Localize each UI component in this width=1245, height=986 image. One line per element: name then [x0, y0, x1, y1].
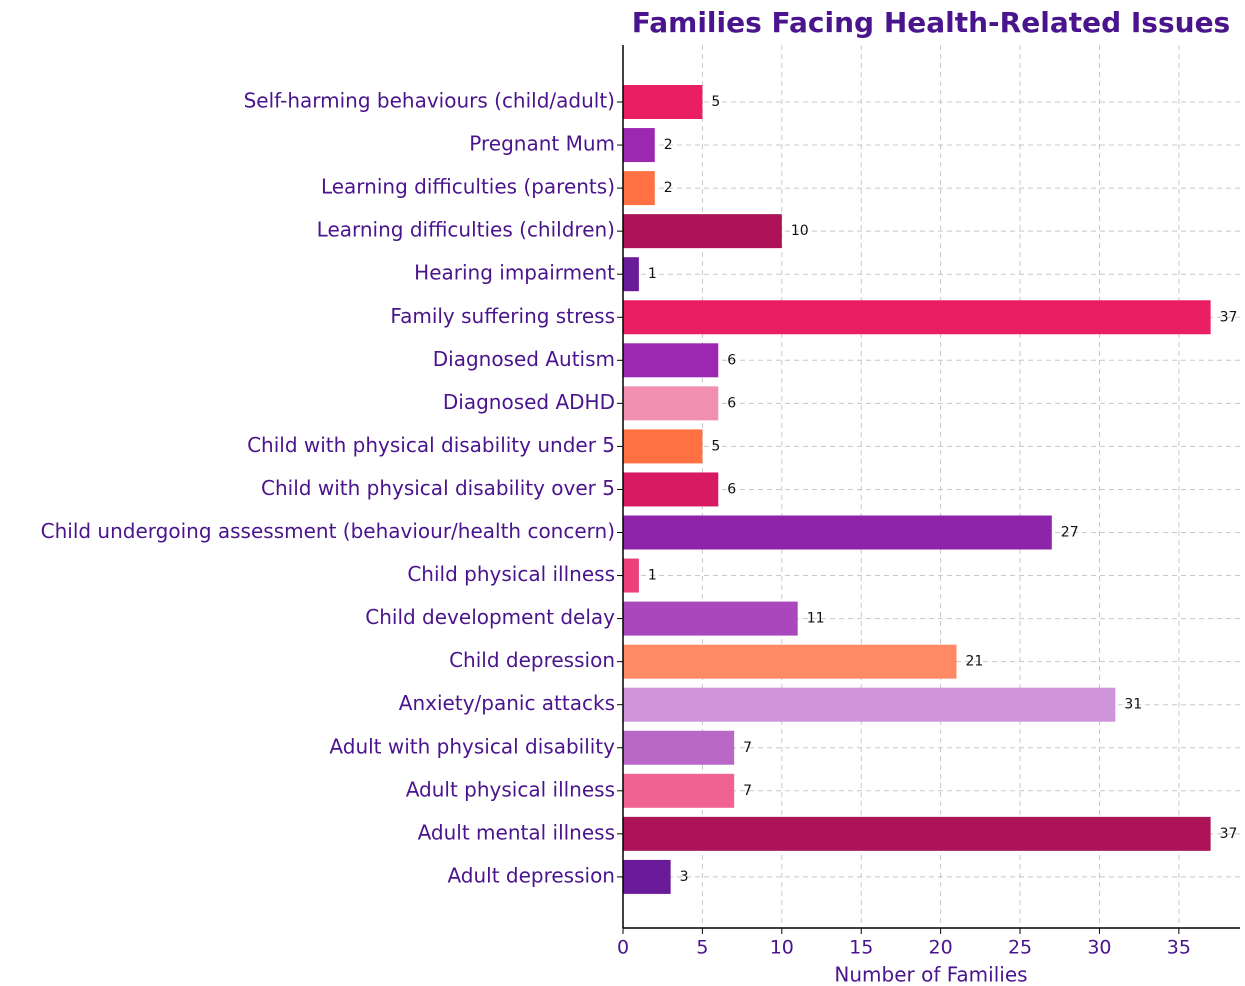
- value-label: 5: [711, 94, 720, 110]
- bar: [623, 601, 798, 636]
- bar: [623, 644, 957, 679]
- y-tick-label: Hearing impairment: [414, 261, 615, 285]
- x-tick-label: 5: [696, 937, 708, 959]
- y-tick-label: Self-harming behaviours (child/adult): [244, 89, 615, 113]
- x-tick-label: 15: [849, 937, 873, 959]
- value-label: 2: [664, 137, 673, 153]
- bar: [623, 472, 719, 507]
- bar: [623, 343, 719, 378]
- bar: [623, 214, 782, 249]
- y-tick-label: Pregnant Mum: [469, 132, 615, 156]
- x-tick-label: 0: [617, 937, 629, 959]
- x-tick-label: 25: [1008, 937, 1032, 959]
- y-tick-label: Adult depression: [447, 863, 615, 887]
- value-label: 1: [648, 266, 657, 282]
- y-tick-label: Family suffering stress: [390, 304, 615, 328]
- bar: [623, 386, 719, 421]
- y-tick-label: Child development delay: [365, 605, 615, 629]
- y-tick-label: Adult with physical disability: [329, 734, 615, 758]
- x-tick-label: 30: [1087, 937, 1111, 959]
- value-label: 10: [791, 223, 809, 239]
- y-tick-label: Child physical illness: [407, 562, 615, 586]
- y-tick-label: Adult mental illness: [418, 820, 615, 844]
- bar: [623, 558, 639, 593]
- value-label: 3: [680, 869, 689, 885]
- y-tick-label: Child with physical disability under 5: [247, 433, 615, 457]
- bar: [623, 515, 1052, 550]
- bar: [623, 300, 1211, 335]
- bar: [623, 816, 1211, 851]
- value-label: 2: [664, 180, 673, 196]
- bar: [623, 171, 655, 206]
- y-tick-label: Learning difficulties (parents): [321, 175, 615, 199]
- value-label: 5: [711, 438, 720, 454]
- value-label: 6: [727, 481, 736, 497]
- value-label: 37: [1220, 826, 1238, 842]
- value-label: 27: [1061, 525, 1079, 541]
- bar: [623, 859, 671, 894]
- y-tick-label: Child with physical disability over 5: [261, 476, 615, 500]
- x-axis-label: Number of Families: [834, 963, 1027, 986]
- x-tick-label: 10: [770, 937, 794, 959]
- bar: [623, 730, 735, 765]
- chart-title: Families Facing Health-Related Issues: [632, 6, 1230, 39]
- bar: [623, 429, 703, 464]
- bar: [623, 773, 735, 808]
- value-label: 6: [727, 352, 736, 368]
- y-tick-label: Anxiety/panic attacks: [399, 691, 615, 715]
- bar: [623, 85, 703, 119]
- value-label: 7: [743, 740, 752, 756]
- value-label: 21: [966, 654, 984, 670]
- value-label: 6: [727, 395, 736, 411]
- y-tick-label: Child undergoing assessment (behaviour/h…: [41, 519, 615, 543]
- y-tick-label: Diagnosed ADHD: [443, 390, 615, 414]
- bar: [623, 128, 655, 163]
- bar: [623, 257, 639, 292]
- value-label: 1: [648, 568, 657, 584]
- y-tick-label: Learning difficulties (children): [317, 218, 615, 242]
- y-tick-label: Adult physical illness: [406, 777, 615, 801]
- value-label: 11: [807, 611, 825, 627]
- value-label: 7: [743, 783, 752, 799]
- value-label: 31: [1124, 697, 1142, 713]
- y-tick-label: Diagnosed Autism: [433, 347, 615, 371]
- bar: [623, 687, 1116, 722]
- x-tick-label: 20: [929, 937, 953, 959]
- x-tick-label: 35: [1167, 937, 1191, 959]
- value-label: 37: [1220, 309, 1238, 325]
- y-tick-label: Child depression: [449, 648, 615, 672]
